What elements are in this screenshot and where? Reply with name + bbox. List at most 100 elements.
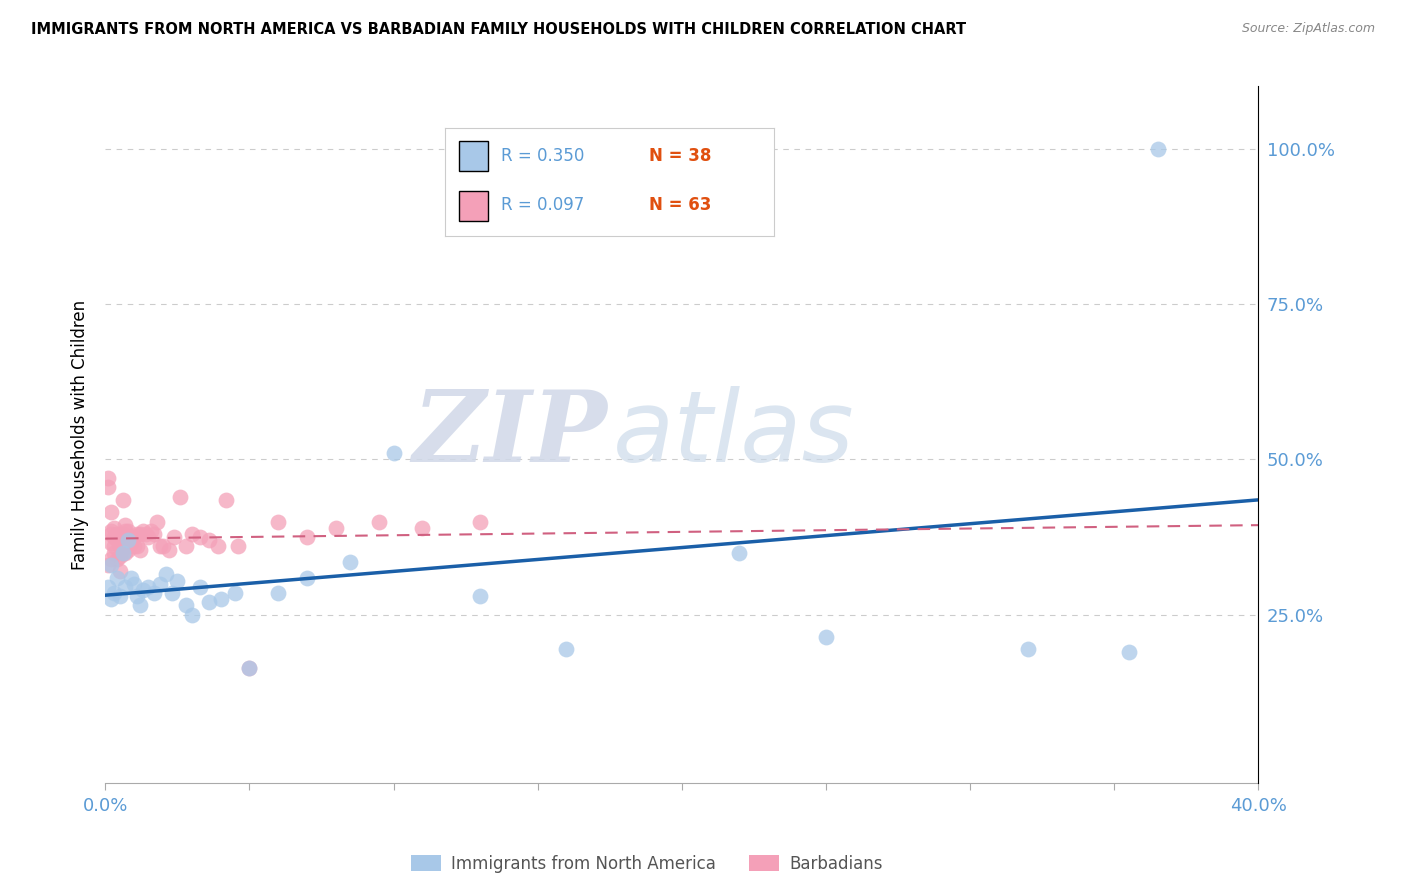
Point <box>128 527 150 541</box>
Point <box>100 592 122 607</box>
Point <box>114 530 136 544</box>
Point <box>122 576 145 591</box>
Point <box>174 540 197 554</box>
Point <box>103 586 125 600</box>
Point <box>125 527 148 541</box>
Point <box>97 580 120 594</box>
Point <box>108 540 131 554</box>
Point <box>103 530 125 544</box>
Point <box>114 546 136 560</box>
Point <box>163 530 186 544</box>
Point <box>120 536 142 550</box>
Point <box>295 570 318 584</box>
Point <box>166 574 188 588</box>
Point <box>122 540 145 554</box>
Point <box>100 524 122 538</box>
Point <box>198 595 221 609</box>
Point <box>267 515 290 529</box>
Point <box>105 552 128 566</box>
Point <box>138 580 160 594</box>
Point <box>111 536 134 550</box>
Point <box>114 517 136 532</box>
Point <box>138 530 160 544</box>
Point <box>131 524 153 538</box>
Point <box>135 527 157 541</box>
Point <box>468 515 491 529</box>
Point <box>152 540 174 554</box>
Point <box>103 540 125 554</box>
Point <box>97 471 120 485</box>
Point <box>382 446 405 460</box>
Point <box>1017 642 1039 657</box>
Point <box>105 570 128 584</box>
Point <box>100 536 122 550</box>
Point <box>141 524 163 538</box>
Point <box>224 586 246 600</box>
Point <box>149 540 172 554</box>
Point <box>105 533 128 548</box>
Point <box>325 521 347 535</box>
Point <box>188 580 211 594</box>
Point <box>555 642 578 657</box>
Point <box>108 589 131 603</box>
Point <box>125 540 148 554</box>
Point <box>209 592 232 607</box>
Point <box>97 558 120 572</box>
Text: atlas: atlas <box>613 386 855 483</box>
Point <box>117 533 139 548</box>
Point <box>131 582 153 597</box>
Text: IMMIGRANTS FROM NORTH AMERICA VS BARBADIAN FAMILY HOUSEHOLDS WITH CHILDREN CORRE: IMMIGRANTS FROM NORTH AMERICA VS BARBADI… <box>31 22 966 37</box>
Text: ZIP: ZIP <box>412 386 607 483</box>
Point <box>105 527 128 541</box>
Point <box>117 540 139 554</box>
Point <box>215 492 238 507</box>
Point <box>207 540 229 554</box>
Point <box>226 540 249 554</box>
Point <box>155 567 177 582</box>
Point <box>180 527 202 541</box>
Point <box>111 492 134 507</box>
Point <box>188 530 211 544</box>
Point <box>149 576 172 591</box>
Point <box>117 533 139 548</box>
Point <box>108 549 131 563</box>
Point <box>103 521 125 535</box>
Point <box>160 586 183 600</box>
Text: Source: ZipAtlas.com: Source: ZipAtlas.com <box>1241 22 1375 36</box>
Point <box>108 564 131 578</box>
Point <box>128 542 150 557</box>
Point <box>122 530 145 544</box>
Point <box>114 580 136 594</box>
Point <box>97 480 120 494</box>
Point <box>411 521 433 535</box>
Point <box>1118 645 1140 659</box>
Point <box>111 546 134 560</box>
Point <box>100 505 122 519</box>
Point <box>157 542 180 557</box>
Point <box>111 546 134 560</box>
Point <box>267 586 290 600</box>
Point <box>174 599 197 613</box>
Point <box>143 527 166 541</box>
Point <box>728 546 751 560</box>
Point <box>238 660 260 674</box>
Point <box>117 524 139 538</box>
Point <box>468 589 491 603</box>
Point <box>128 599 150 613</box>
Point <box>117 542 139 557</box>
Point <box>114 524 136 538</box>
Point <box>169 490 191 504</box>
Point <box>100 552 122 566</box>
Point <box>146 515 169 529</box>
Point <box>103 546 125 560</box>
Point <box>339 555 361 569</box>
Point <box>143 586 166 600</box>
Point <box>368 515 391 529</box>
Legend: Immigrants from North America, Barbadians: Immigrants from North America, Barbadian… <box>405 848 889 880</box>
Point <box>1146 142 1168 156</box>
Point <box>814 630 837 644</box>
Point <box>180 607 202 622</box>
Point <box>100 527 122 541</box>
Y-axis label: Family Households with Children: Family Households with Children <box>72 300 89 570</box>
Point <box>100 558 122 572</box>
